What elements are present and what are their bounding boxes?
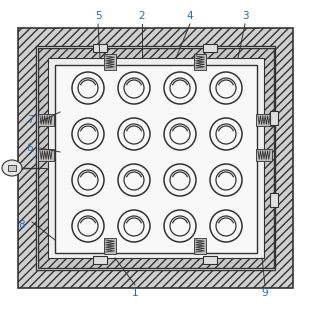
Bar <box>104 54 116 70</box>
Bar <box>203 256 217 264</box>
Bar <box>270 193 278 207</box>
Bar <box>270 111 278 125</box>
Text: 7: 7 <box>27 115 33 125</box>
Bar <box>93 44 107 52</box>
Text: 6: 6 <box>27 143 33 153</box>
Text: 3: 3 <box>242 11 248 21</box>
Bar <box>194 54 206 70</box>
Text: 2: 2 <box>139 11 145 21</box>
Bar <box>55 65 257 253</box>
Ellipse shape <box>2 160 22 176</box>
Bar <box>256 149 272 161</box>
Text: 4: 4 <box>187 11 193 21</box>
Bar <box>256 114 272 126</box>
Text: 8: 8 <box>19 220 25 230</box>
Text: 5: 5 <box>95 11 101 21</box>
Bar <box>194 238 206 254</box>
Bar <box>203 44 217 52</box>
Bar <box>104 238 116 254</box>
Bar <box>38 48 274 268</box>
Text: 9: 9 <box>262 288 268 298</box>
Bar <box>93 256 107 264</box>
Bar <box>18 28 293 288</box>
Bar <box>8 165 16 171</box>
Bar <box>36 46 275 270</box>
Bar <box>38 149 54 161</box>
Bar <box>48 58 264 258</box>
Bar <box>38 114 54 126</box>
Text: 1: 1 <box>132 288 138 298</box>
Text: 10: 10 <box>8 163 21 173</box>
